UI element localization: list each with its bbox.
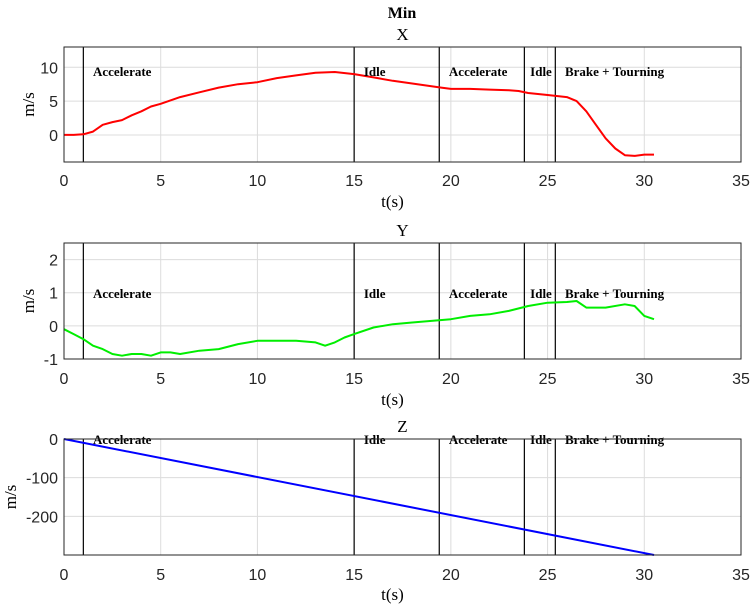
subplot-z: Accelerate Idle Accelerate Idle Brake + Tour…	[1, 417, 750, 604]
x-tick-label: 10	[249, 567, 267, 584]
y-axis-label: m/s	[19, 92, 38, 117]
plot-area	[64, 439, 741, 555]
x-tick-label: 0	[60, 567, 69, 584]
x-tick-label: 25	[539, 567, 557, 584]
x-axis-label: t(s)	[381, 390, 404, 409]
x-tick-label: 20	[442, 371, 460, 388]
plot-area	[64, 47, 741, 162]
series-line	[63, 300, 655, 357]
x-tick-label: 35	[732, 173, 750, 190]
subplot-title: Z	[397, 417, 407, 436]
y-axis-label: m/s	[19, 289, 38, 314]
x-tick-label: 15	[345, 371, 363, 388]
phase-label: Idle	[364, 64, 386, 79]
x-tick-label: 15	[345, 173, 363, 190]
x-tick-label: 0	[60, 371, 69, 388]
phase-label: Accelerate	[449, 64, 508, 79]
y-tick-label: 0	[49, 432, 58, 449]
x-tick-label: 20	[442, 567, 460, 584]
x-tick-label: 20	[442, 173, 460, 190]
x-tick-label: 35	[732, 371, 750, 388]
y-tick-label: -1	[44, 352, 58, 369]
phase-label: Accelerate	[93, 286, 152, 301]
y-tick-label: 2	[49, 253, 58, 270]
x-tick-label: 30	[635, 567, 653, 584]
y-tick-label: -100	[26, 471, 58, 488]
plot-area	[64, 243, 741, 359]
subplot-title: Y	[396, 221, 408, 240]
subplot-x: Accelerate Idle Accelerate Idle Brake + Tour…	[19, 25, 750, 211]
x-tick-label: 10	[249, 173, 267, 190]
phase-label: Brake + Tourning	[565, 64, 665, 79]
series-line	[63, 438, 655, 556]
subplot-title: X	[396, 25, 408, 44]
y-tick-label: -200	[26, 509, 58, 526]
phase-label: Accelerate	[449, 286, 508, 301]
y-tick-label: 0	[49, 128, 58, 145]
x-tick-label: 15	[345, 567, 363, 584]
y-tick-label: 0	[49, 319, 58, 336]
x-axis-label: t(s)	[381, 192, 404, 211]
x-tick-label: 0	[60, 173, 69, 190]
x-tick-label: 30	[635, 371, 653, 388]
axes-box	[63, 46, 742, 163]
phase-label: Idle	[530, 286, 552, 301]
x-tick-label: 5	[156, 567, 165, 584]
x-tick-label: 25	[539, 371, 557, 388]
x-tick-label: 5	[156, 371, 165, 388]
x-axis-label: t(s)	[381, 585, 404, 604]
phase-label: Brake + Tourning	[565, 286, 665, 301]
phase-label: Idle	[530, 64, 552, 79]
x-tick-label: 35	[732, 567, 750, 584]
y-tick-label: 10	[40, 60, 58, 77]
axes-box	[63, 242, 742, 360]
axes-box	[63, 438, 742, 556]
x-tick-label: 10	[249, 371, 267, 388]
subplot-y: Accelerate Idle Accelerate Idle Brake + Tour…	[19, 221, 750, 409]
x-tick-label: 5	[156, 173, 165, 190]
figure-title: Min	[388, 5, 417, 22]
series-line	[64, 71, 654, 157]
x-tick-label: 30	[635, 173, 653, 190]
y-axis-label: m/s	[1, 485, 20, 510]
x-tick-label: 25	[539, 173, 557, 190]
phase-label: Accelerate	[93, 64, 152, 79]
y-tick-label: 5	[49, 94, 58, 111]
y-tick-label: 1	[49, 286, 58, 303]
phase-label: Idle	[364, 286, 386, 301]
